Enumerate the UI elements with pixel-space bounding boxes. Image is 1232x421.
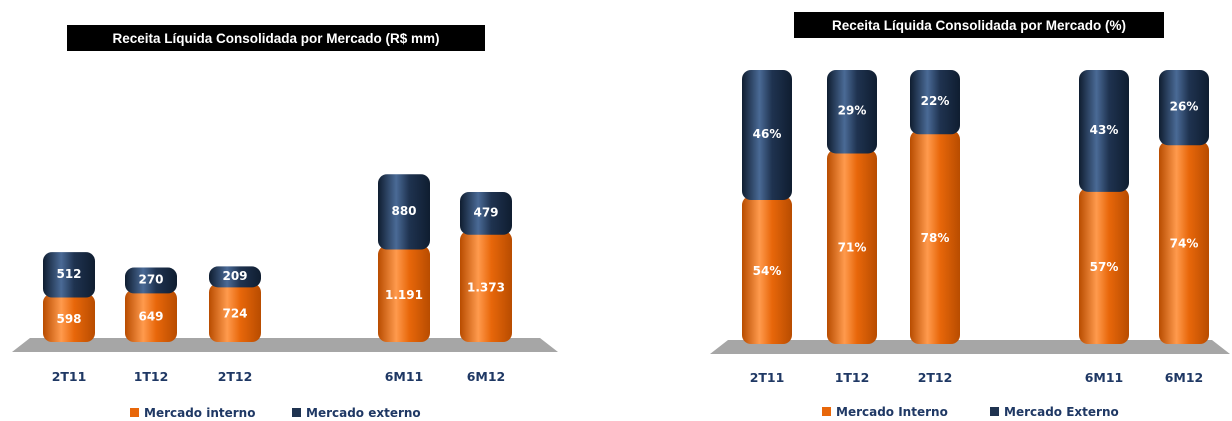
category-label-6m11: 6M11 <box>385 369 424 384</box>
bar-mercado-externo-1t12 <box>125 267 177 294</box>
legend: Mercado interno Mercado externo <box>130 406 421 420</box>
svg-text:Receita Líquida Consolidada po: Receita Líquida Consolidada por Mercado … <box>112 31 439 46</box>
svg-text:Mercado Interno: Mercado Interno <box>836 405 948 419</box>
bar-mercado-interno-2t12 <box>209 283 261 342</box>
bar-mercado-externo-6m12 <box>1159 70 1209 146</box>
data-label-externo-6m12: 26% <box>1170 100 1199 114</box>
data-label-interno-6m11: 57% <box>1090 260 1119 274</box>
bar-mercado-externo-2t11 <box>742 70 792 201</box>
data-label-interno-6m12: 74% <box>1170 237 1199 251</box>
data-label-externo-6m11: 880 <box>391 204 416 218</box>
svg-text:Receita Líquida Consolidada po: Receita Líquida Consolidada por Mercado … <box>832 18 1126 33</box>
category-label-2t11: 2T11 <box>52 369 87 384</box>
legend-swatch <box>130 408 139 417</box>
bar-mercado-interno-6m12 <box>1159 141 1209 344</box>
legend: Mercado Interno Mercado Externo <box>822 405 1119 419</box>
legend-swatch <box>822 407 831 416</box>
category-label-1t12: 1T12 <box>835 370 870 385</box>
chart-title: Receita Líquida Consolidada por Mercado … <box>67 25 485 51</box>
chart-left-mm: Receita Líquida Consolidada por Mercado … <box>12 25 558 420</box>
svg-text:Mercado Externo: Mercado Externo <box>1004 405 1119 419</box>
category-label-2t12: 2T12 <box>218 369 253 384</box>
data-label-interno-2t12: 78% <box>921 231 950 245</box>
data-label-externo-6m12: 479 <box>473 205 498 219</box>
data-label-interno-6m12: 1.373 <box>467 280 505 294</box>
chart-right-percent: Receita Líquida Consolidada por Mercado … <box>710 12 1230 419</box>
data-label-interno-1t12: 649 <box>138 310 163 324</box>
data-label-externo-2t11: 46% <box>753 127 782 141</box>
svg-text:Mercado interno: Mercado interno <box>144 406 255 420</box>
data-label-externo-2t12: 209 <box>222 269 247 283</box>
bar-mercado-interno-2t11 <box>742 196 792 344</box>
bar-mercado-externo-2t12 <box>910 70 960 135</box>
data-label-interno-2t11: 54% <box>753 264 782 278</box>
category-label-6m12: 6M12 <box>1165 370 1204 385</box>
data-label-externo-1t12: 270 <box>138 272 163 286</box>
chart-title: Receita Líquida Consolidada por Mercado … <box>794 12 1164 38</box>
legend-swatch <box>292 408 301 417</box>
bar-mercado-interno-1t12 <box>827 149 877 344</box>
bar-mercado-externo-6m11 <box>378 174 430 250</box>
bar-mercado-interno-2t11 <box>43 293 95 342</box>
bar-mercado-interno-2t12 <box>910 130 960 344</box>
data-label-externo-1t12: 29% <box>838 104 867 118</box>
category-label-6m11: 6M11 <box>1085 370 1124 385</box>
legend-item-mercado-interno: Mercado Interno <box>822 405 948 419</box>
data-label-interno-6m11: 1.191 <box>385 288 423 302</box>
bar-mercado-externo-2t11 <box>43 252 95 298</box>
legend-item-mercado-externo: Mercado externo <box>292 406 421 420</box>
bar-mercado-externo-6m12 <box>460 191 512 235</box>
data-label-interno-2t12: 724 <box>222 307 247 321</box>
legend-item-mercado-interno: Mercado interno <box>130 406 255 420</box>
data-label-externo-2t11: 512 <box>56 267 81 281</box>
data-label-interno-1t12: 71% <box>838 241 867 255</box>
svg-text:Mercado externo: Mercado externo <box>306 406 421 420</box>
category-label-1t12: 1T12 <box>134 369 169 384</box>
data-label-interno-2t11: 598 <box>56 312 81 326</box>
bar-mercado-interno-6m11 <box>1079 187 1129 344</box>
bar-mercado-externo-1t12 <box>827 70 877 154</box>
bar-mercado-interno-1t12 <box>125 289 177 342</box>
category-label-2t12: 2T12 <box>918 370 953 385</box>
category-label-2t11: 2T11 <box>750 370 785 385</box>
bar-mercado-interno-6m12 <box>460 230 512 342</box>
bar-mercado-externo-2t12 <box>209 266 261 288</box>
bar-mercado-externo-6m11 <box>1079 70 1129 192</box>
legend-swatch <box>990 407 999 416</box>
data-label-externo-2t12: 22% <box>921 94 950 108</box>
category-label-6m12: 6M12 <box>467 369 506 384</box>
legend-item-mercado-externo: Mercado Externo <box>990 405 1119 419</box>
data-label-externo-6m11: 43% <box>1090 123 1119 137</box>
bar-mercado-interno-6m11 <box>378 245 430 342</box>
